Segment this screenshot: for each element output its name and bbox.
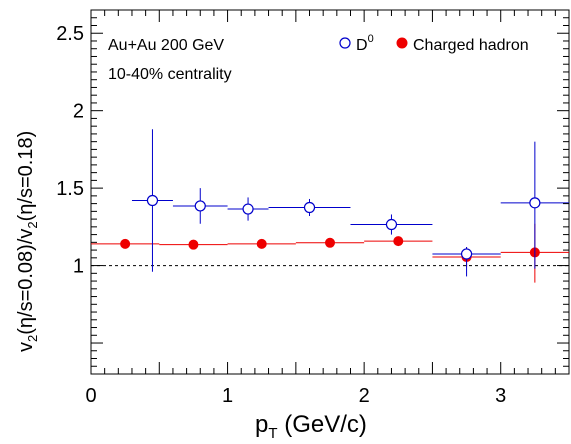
annotation-collision: Au+Au 200 GeV xyxy=(108,37,224,54)
legend: D0 Charged hadron xyxy=(339,33,529,54)
y-tick-label: 1.5 xyxy=(56,178,84,200)
legend-label-d0: D0 xyxy=(356,33,374,54)
series-charged-hadron xyxy=(91,223,569,283)
data-point xyxy=(256,238,267,249)
data-point xyxy=(393,236,404,247)
legend-marker-charged-hadron xyxy=(396,37,408,49)
legend-label-charged-hadron: Charged hadron xyxy=(413,37,529,54)
x-tick-label: 3 xyxy=(495,385,506,407)
data-point xyxy=(529,197,541,209)
y-tick-label: 1 xyxy=(73,256,84,278)
data-point xyxy=(194,200,206,212)
data-point xyxy=(325,237,335,248)
data-point xyxy=(146,194,159,207)
series-d0 xyxy=(131,129,569,277)
data-point xyxy=(120,238,131,249)
data-point xyxy=(385,218,398,231)
plot-frame xyxy=(90,9,570,375)
y-tick-label: 2.5 xyxy=(56,23,84,45)
x-tick-label: 2 xyxy=(359,385,370,407)
data-point xyxy=(188,239,199,250)
y-axis-label: v2(η/s=0.08)/v2(η/s=0.18) xyxy=(15,131,40,352)
x-tick-label: 1 xyxy=(222,385,233,407)
y-tick-label: 2 xyxy=(73,101,84,123)
data-point xyxy=(242,203,254,215)
data-point xyxy=(460,248,473,260)
x-tick-label: 0 xyxy=(85,385,96,407)
legend-marker-d0 xyxy=(339,37,351,49)
x-axis-label: pT (GeV/c) xyxy=(255,411,367,442)
data-point xyxy=(303,201,316,214)
annotation-centrality: 10-40% centrality xyxy=(108,66,232,83)
